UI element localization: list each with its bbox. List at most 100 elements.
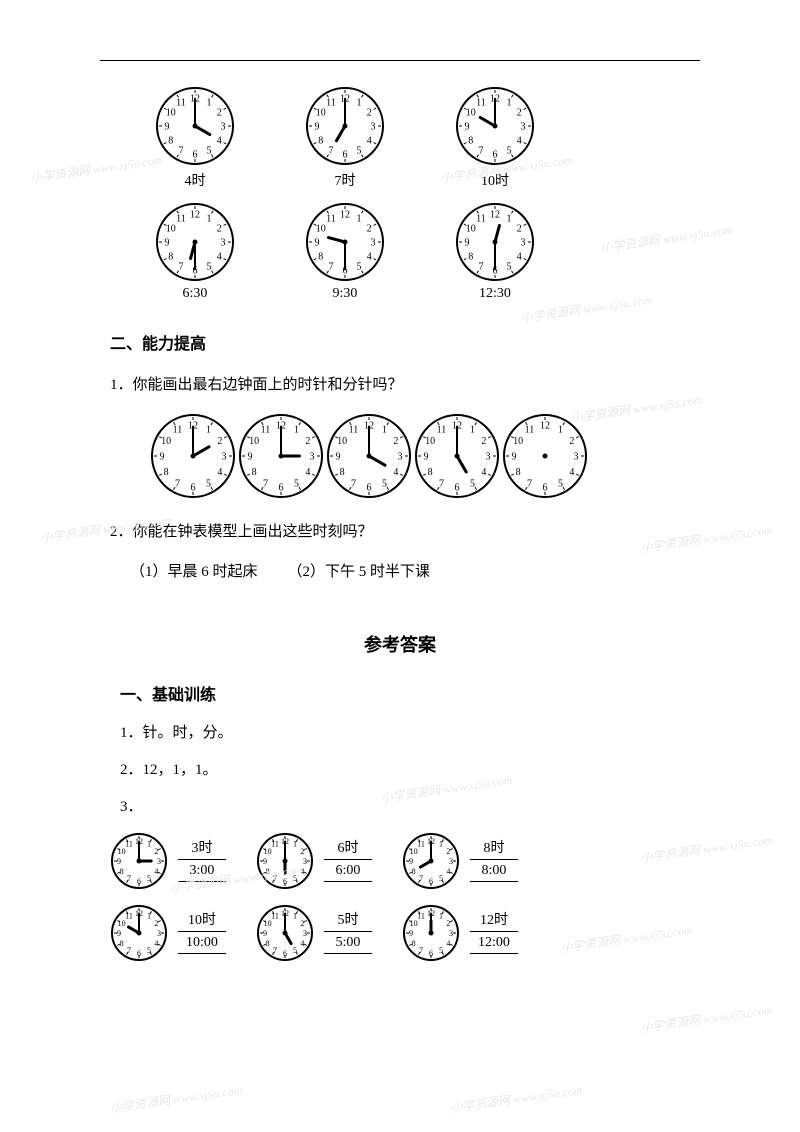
svg-text:11: 11 xyxy=(476,213,486,224)
svg-text:4: 4 xyxy=(154,867,158,876)
svg-text:7: 7 xyxy=(127,946,131,955)
svg-text:1: 1 xyxy=(206,425,211,436)
watermark: 小学资源网 www.xj5u.com xyxy=(639,1001,773,1036)
answer-grid: 123456789101112 3时 3:00 123456789101112 … xyxy=(110,832,700,962)
time-cn: 12时 xyxy=(470,909,518,932)
svg-text:4: 4 xyxy=(446,867,450,876)
svg-text:5: 5 xyxy=(382,478,387,489)
svg-text:9: 9 xyxy=(117,857,121,866)
svg-text:11: 11 xyxy=(326,97,336,108)
answer-cell: 123456789101112 12时 12:00 xyxy=(402,904,518,962)
clock-cell: 123456789101112 4时 xyxy=(150,86,240,190)
time-cn: 8时 xyxy=(470,837,518,860)
clock-row-2: 123456789101112 6:30 123456789101112 9:3… xyxy=(150,202,700,302)
answer-row: 123456789101112 3时 3:00 123456789101112 … xyxy=(110,832,700,890)
svg-text:9: 9 xyxy=(315,238,320,249)
svg-text:5: 5 xyxy=(294,478,299,489)
section2-heading: 二、能力提高 xyxy=(110,330,700,354)
clock-face: 123456789101112 xyxy=(305,86,385,166)
svg-text:9: 9 xyxy=(465,238,470,249)
svg-text:8: 8 xyxy=(412,939,416,948)
time-cn: 6时 xyxy=(324,837,372,860)
svg-text:4: 4 xyxy=(393,467,398,478)
svg-text:2: 2 xyxy=(217,108,222,119)
svg-text:1: 1 xyxy=(470,425,475,436)
svg-text:3: 3 xyxy=(157,857,161,866)
svg-text:10: 10 xyxy=(166,224,176,235)
svg-text:8: 8 xyxy=(120,939,124,948)
answer-3: 3． xyxy=(120,795,700,816)
svg-text:8: 8 xyxy=(318,136,323,147)
svg-text:2: 2 xyxy=(154,919,158,928)
clock-face: 123456789101112 xyxy=(455,86,535,166)
svg-text:9: 9 xyxy=(263,929,267,938)
svg-text:5: 5 xyxy=(206,478,211,489)
svg-text:2: 2 xyxy=(154,847,158,856)
svg-text:2: 2 xyxy=(446,919,450,928)
svg-text:8: 8 xyxy=(412,867,416,876)
svg-text:9: 9 xyxy=(165,122,170,133)
svg-text:9: 9 xyxy=(160,452,165,463)
clock-face: 123456789101112 xyxy=(238,413,324,499)
svg-text:2: 2 xyxy=(517,108,522,119)
svg-text:2: 2 xyxy=(300,847,304,856)
svg-text:2: 2 xyxy=(367,108,372,119)
svg-text:2: 2 xyxy=(393,436,398,447)
clock-face: 123456789101112 xyxy=(455,202,535,282)
clock-face: 123456789101112 xyxy=(110,904,168,962)
time-digital: 3:00 xyxy=(178,863,226,882)
svg-text:11: 11 xyxy=(476,97,486,108)
clock-face: 123456789101112 xyxy=(256,832,314,890)
clock-label: 9:30 xyxy=(333,286,358,302)
time-digital: 5:00 xyxy=(324,935,372,954)
svg-text:11: 11 xyxy=(176,213,186,224)
svg-text:8: 8 xyxy=(120,867,124,876)
svg-text:1: 1 xyxy=(507,213,512,224)
answer-cell: 123456789101112 6时 6:00 xyxy=(256,832,372,890)
svg-text:5: 5 xyxy=(357,262,362,273)
q2-text: 2．你能在钟表模型上画出这些时刻吗？ xyxy=(110,519,700,546)
svg-text:1: 1 xyxy=(357,97,362,108)
watermark: 小学资源网 www.xj5u.com xyxy=(449,1081,583,1116)
svg-text:9: 9 xyxy=(248,452,253,463)
svg-text:7: 7 xyxy=(127,874,131,883)
clock-cell: 123456789101112 12:30 xyxy=(450,202,540,302)
svg-text:10: 10 xyxy=(466,108,476,119)
answer-text: 6时 6:00 xyxy=(324,837,372,885)
svg-text:9: 9 xyxy=(409,929,413,938)
clock-label: 12:30 xyxy=(479,286,511,302)
svg-text:3: 3 xyxy=(449,857,453,866)
svg-text:9: 9 xyxy=(465,122,470,133)
time-cn: 5时 xyxy=(324,909,372,932)
svg-text:3: 3 xyxy=(521,122,526,133)
time-cn: 3时 xyxy=(178,837,226,860)
svg-text:11: 11 xyxy=(417,839,425,848)
svg-text:9: 9 xyxy=(512,452,517,463)
q1-clock-strip: 123456789101112 123456789101112 12345678… xyxy=(150,413,700,499)
q2-sub: （1）早晨 6 时起床 （2）下午 5 时半下课 xyxy=(130,560,700,581)
answer-text: 5时 5:00 xyxy=(324,909,372,957)
clock-face: 123456789101112 xyxy=(256,904,314,962)
svg-text:7: 7 xyxy=(273,946,277,955)
svg-text:4: 4 xyxy=(517,136,522,147)
time-cn: 10时 xyxy=(178,909,226,932)
svg-text:8: 8 xyxy=(318,252,323,263)
svg-text:8: 8 xyxy=(468,136,473,147)
svg-text:11: 11 xyxy=(125,911,133,920)
svg-text:4: 4 xyxy=(367,136,372,147)
svg-text:8: 8 xyxy=(340,467,345,478)
svg-text:3: 3 xyxy=(398,452,403,463)
svg-text:4: 4 xyxy=(446,939,450,948)
svg-text:3: 3 xyxy=(221,122,226,133)
svg-text:11: 11 xyxy=(437,425,447,436)
clock-label: 7时 xyxy=(335,170,356,190)
svg-text:11: 11 xyxy=(173,425,183,436)
answer-2: 2．12，1，1。 xyxy=(120,758,700,779)
svg-text:9: 9 xyxy=(165,238,170,249)
watermark: 小学资源网 www.xj5u.com xyxy=(29,151,163,186)
svg-text:12: 12 xyxy=(340,210,350,221)
watermark: 小学资源网 www.xj5u.com xyxy=(109,1081,243,1116)
svg-text:2: 2 xyxy=(569,436,574,447)
svg-text:9: 9 xyxy=(315,122,320,133)
svg-text:3: 3 xyxy=(371,122,376,133)
